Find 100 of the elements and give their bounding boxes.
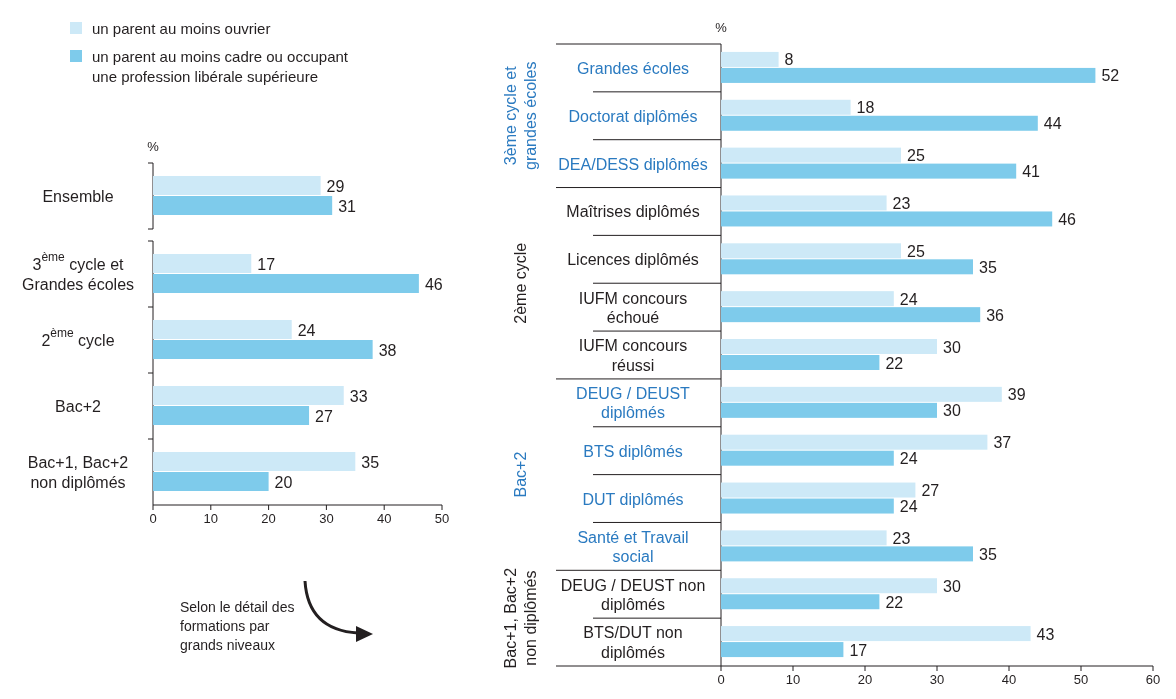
x-tick-label: 30 bbox=[929, 672, 945, 687]
text: 3ème cycle et grandes écoles bbox=[501, 61, 539, 171]
data-label: 31 bbox=[338, 197, 357, 215]
text: 2ème cycle bbox=[511, 242, 529, 324]
data-label: 35 bbox=[979, 258, 997, 276]
bar bbox=[153, 274, 419, 293]
x-tick-label: 40 bbox=[1001, 672, 1017, 687]
bar bbox=[721, 578, 937, 594]
bar bbox=[721, 211, 1053, 227]
y-tick-label: DUT diplômés bbox=[582, 490, 684, 508]
y-tick-label: IUFM concours réussi bbox=[578, 336, 688, 374]
data-label: 46 bbox=[424, 275, 443, 293]
data-label: 30 bbox=[943, 402, 961, 420]
bar bbox=[721, 259, 973, 275]
x-tick-label: 10 bbox=[203, 511, 219, 526]
bar bbox=[153, 254, 252, 273]
bar bbox=[721, 434, 988, 450]
y-tick-label: Licences diplômés bbox=[567, 250, 699, 268]
y-tick-label: Maîtrises diplômés bbox=[566, 202, 700, 220]
data-label: 30 bbox=[943, 338, 961, 356]
data-label: 38 bbox=[378, 341, 397, 359]
bar bbox=[721, 594, 880, 610]
data-label: 24 bbox=[899, 450, 918, 468]
bar bbox=[721, 482, 916, 498]
x-tick-label: 50 bbox=[434, 511, 450, 526]
data-label: 25 bbox=[907, 242, 925, 260]
y-tick-label: Bac+2 bbox=[55, 397, 102, 415]
bar bbox=[721, 642, 844, 658]
text: Bac+2 bbox=[511, 451, 529, 498]
data-label: 20 bbox=[274, 473, 293, 491]
x-tick-label: 0 bbox=[149, 511, 157, 526]
y-tick-label: 2$^{ème}$ cycle bbox=[41, 326, 115, 349]
bar bbox=[721, 626, 1031, 642]
data-label: 22 bbox=[885, 354, 904, 372]
bar bbox=[153, 320, 292, 339]
x-tick-label: 40 bbox=[376, 511, 392, 526]
data-label: 22 bbox=[885, 593, 904, 611]
y-tick-label: DEA/DESS diplômés bbox=[558, 155, 708, 173]
bar bbox=[721, 498, 894, 514]
y-tick-label: Ensemble bbox=[42, 187, 114, 205]
x-tick-label: 30 bbox=[319, 511, 334, 526]
bar bbox=[721, 51, 779, 67]
data-label: 24 bbox=[899, 290, 918, 308]
x-tick-label: 0 bbox=[717, 672, 725, 687]
bar bbox=[153, 452, 356, 471]
data-label: 43 bbox=[1036, 625, 1055, 643]
legend-label: un parent au moins cadre ou occupant une profession libérale supérieure bbox=[92, 47, 349, 85]
data-label: 18 bbox=[856, 99, 875, 117]
bar bbox=[721, 450, 894, 466]
bar bbox=[721, 386, 1002, 402]
bar bbox=[721, 67, 1096, 83]
data-label: 25 bbox=[907, 147, 925, 165]
bar bbox=[721, 402, 937, 418]
data-label: 24 bbox=[899, 498, 918, 516]
data-label: 37 bbox=[993, 434, 1012, 452]
bar bbox=[153, 340, 373, 359]
data-label: 41 bbox=[1022, 163, 1041, 181]
x-axis-title: % bbox=[147, 139, 160, 154]
bar bbox=[721, 339, 937, 354]
bar bbox=[721, 115, 1038, 131]
data-label: 44 bbox=[1043, 115, 1062, 133]
y-tick-label: DEUG / DEUST diplômés bbox=[576, 384, 691, 421]
x-axis-title: % bbox=[715, 20, 728, 35]
x-tick-label: 60 bbox=[1145, 672, 1161, 687]
data-label: 30 bbox=[943, 577, 961, 595]
y-tick-label: Doctorat diplômés bbox=[568, 107, 698, 125]
bar bbox=[721, 243, 901, 259]
data-label: 35 bbox=[979, 545, 997, 563]
bar bbox=[721, 530, 887, 546]
y-tick-label: DEUG / DEUST non diplômés bbox=[560, 576, 706, 613]
y-tick-label: BTS/DUT non diplômés bbox=[583, 623, 683, 661]
data-label: 46 bbox=[1058, 210, 1077, 228]
y-tick-label: Grandes écoles bbox=[576, 59, 690, 77]
data-label: 29 bbox=[326, 177, 345, 195]
x-tick-label: 20 bbox=[261, 511, 276, 526]
data-label: 33 bbox=[349, 387, 368, 405]
data-label: 17 bbox=[257, 255, 276, 273]
bar bbox=[721, 195, 887, 211]
bar bbox=[721, 546, 973, 562]
y-tick-label: Bac+1, Bac+2 non diplômés bbox=[27, 453, 129, 491]
bar bbox=[153, 386, 344, 405]
data-label: 27 bbox=[315, 407, 333, 425]
data-label: 8 bbox=[784, 51, 794, 69]
y-tick-label: Santé et Travail social bbox=[577, 528, 689, 565]
x-tick-label: 10 bbox=[785, 672, 801, 687]
y-tick-label: IUFM concours échoué bbox=[578, 289, 688, 326]
x-tick-label: 20 bbox=[857, 672, 873, 687]
bar bbox=[721, 307, 981, 323]
data-label: 17 bbox=[849, 641, 868, 659]
data-label: 23 bbox=[892, 529, 911, 547]
bar bbox=[153, 406, 310, 425]
bar bbox=[721, 147, 901, 163]
bar bbox=[721, 163, 1017, 179]
data-label: 35 bbox=[361, 453, 380, 471]
legend-label: un parent au moins ouvrier bbox=[92, 19, 271, 37]
bar bbox=[153, 472, 269, 491]
data-label: 52 bbox=[1101, 67, 1120, 85]
y-tick-label: 3$^{ème}$ cycle et Grandes écoles bbox=[21, 250, 135, 293]
data-label: 24 bbox=[297, 321, 316, 339]
data-label: 23 bbox=[892, 194, 911, 212]
